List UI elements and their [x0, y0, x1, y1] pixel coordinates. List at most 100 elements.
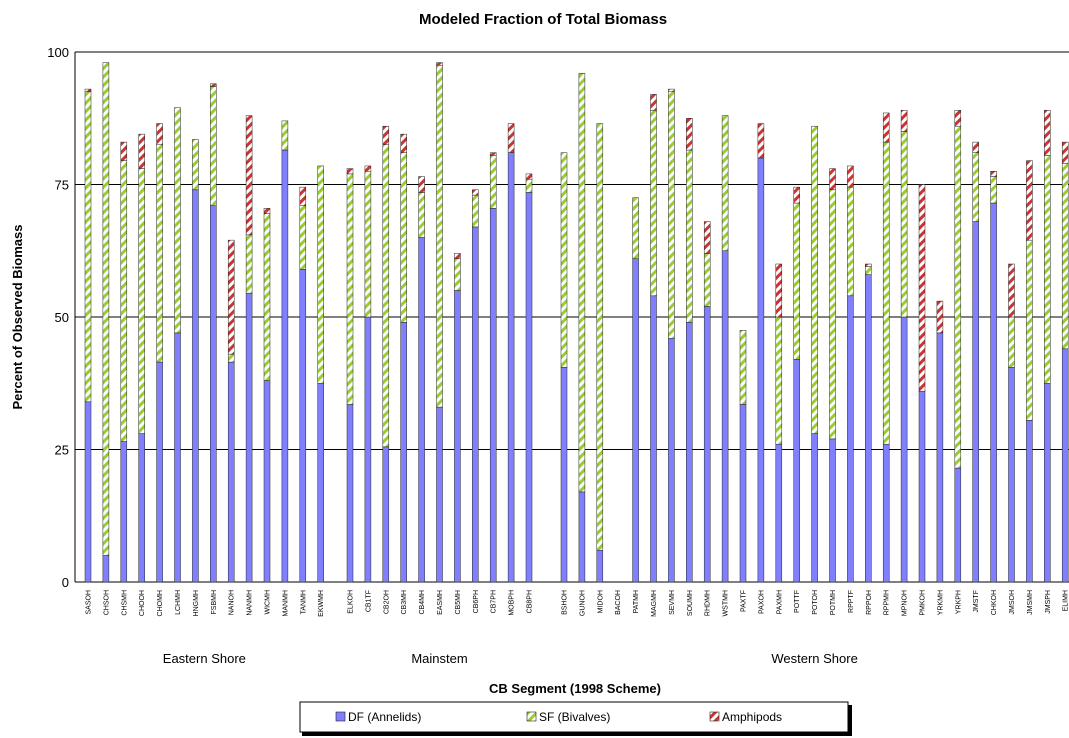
bar-sf-potoh	[811, 125, 818, 434]
bar-amphipods-mpnoh	[900, 110, 908, 132]
bar-sf-elkoh	[346, 173, 354, 405]
bar-sf-fsbmh	[210, 86, 217, 206]
bar-amphipods-sevmh	[668, 88, 675, 92]
category-label: MOBPH	[509, 590, 516, 616]
bar-sf-midoh	[596, 123, 604, 551]
category-label: POTTF	[794, 590, 801, 613]
category-label: CB5MH	[455, 590, 462, 615]
bar-amphipods-rppoh	[865, 263, 872, 267]
category-label: CB6PH	[473, 590, 480, 613]
bar-df-manmh	[281, 149, 289, 583]
bar-df-jmsph	[1044, 383, 1051, 583]
y-tick-label: 25	[55, 443, 69, 458]
legend-swatch	[526, 711, 537, 722]
bar-df-elkoh	[346, 404, 354, 583]
bar-sf-jmstf	[972, 152, 979, 222]
category-label: NANMH	[247, 590, 254, 616]
bar-df-potmh	[829, 438, 836, 583]
bar-amphipods-paxoh	[757, 123, 765, 159]
category-label: CHKOH	[991, 590, 998, 615]
category-label: NANOH	[229, 590, 236, 615]
bar-amphipods-chkoh	[990, 171, 997, 177]
category-label: CB2OH	[383, 590, 390, 614]
bar-df-mpnoh	[900, 316, 908, 583]
category-label: WICMH	[265, 590, 272, 615]
bar-df-patmh	[632, 258, 639, 583]
bar-amphipods-jmstf	[972, 141, 979, 153]
category-label: RPPOH	[866, 590, 873, 615]
bar-df-hngmh	[192, 189, 199, 583]
bar-df-yrkph	[954, 467, 962, 583]
category-label: CB4MH	[419, 590, 426, 615]
bar-amphipods-potmh	[829, 168, 836, 191]
bar-df-tanmh	[299, 269, 307, 583]
category-label: MIDOH	[597, 590, 604, 613]
bar-df-nanoh	[227, 361, 235, 583]
category-label: RHDMH	[705, 590, 712, 616]
bar-sf-sevmh	[668, 91, 675, 339]
bar-amphipods-chsmh	[120, 141, 128, 161]
bar-df-fsbmh	[210, 205, 217, 583]
bar-df-rppmh	[882, 443, 890, 583]
bar-df-cb7ph	[489, 208, 497, 583]
bar-df-magmh	[650, 295, 657, 583]
bar-amphipods-magmh	[650, 94, 657, 111]
bar-df-ekwmh	[317, 383, 324, 583]
bar-df-pottf	[793, 359, 800, 583]
y-tick-label: 100	[47, 45, 69, 60]
bar-df-elimh	[1061, 348, 1069, 583]
category-label: SEVMH	[669, 590, 676, 615]
category-label: PAXMH	[776, 590, 783, 614]
bar-amphipods-nanmh	[245, 115, 253, 236]
bar-df-cb4mh	[418, 237, 425, 583]
category-label: JMSPH	[1045, 590, 1052, 614]
bar-df-sasoh	[84, 401, 92, 583]
bar-sf-tanmh	[299, 205, 307, 270]
bar-amphipods-easmh	[436, 62, 443, 66]
category-label: PMKOH	[920, 590, 927, 616]
bar-sf-gunoh	[578, 72, 586, 493]
bar-df-chkoh	[990, 202, 997, 583]
bar-df-paxmh	[775, 443, 783, 583]
bar-amphipods-chomh	[156, 123, 163, 146]
bar-df-mobph	[507, 152, 515, 583]
bar-amphipods-wicmh	[263, 208, 271, 214]
bar-sf-cb6ph	[472, 194, 479, 228]
bar-amphipods-sasoh	[84, 88, 92, 92]
category-label: BSHOH	[562, 590, 569, 615]
bar-sf-magmh	[650, 110, 657, 297]
category-label: ELKOH	[348, 590, 355, 614]
bar-amphipods-cb8ph	[525, 173, 533, 180]
bar-amphipods-pottf	[793, 186, 800, 204]
bar-sf-patmh	[632, 197, 639, 259]
bar-amphipods-jmsoh	[1008, 263, 1015, 318]
bar-amphipods-rhdmh	[703, 221, 711, 254]
bar-sf-cb2oh	[382, 144, 390, 448]
bar-df-cb8ph	[525, 192, 533, 583]
group-label: Western Shore	[771, 651, 857, 666]
legend: DF (Annelids) SF (Bivalves) Amphipods	[299, 701, 852, 736]
category-label: MPNOH	[902, 590, 909, 616]
category-label: MAGMH	[651, 590, 658, 617]
category-label: FSBMH	[211, 590, 218, 615]
bar-amphipods-jmsmh	[1026, 160, 1033, 241]
bar-amphipods-cb6ph	[472, 189, 479, 196]
bar-df-potoh	[811, 433, 818, 583]
bar-df-chomh	[156, 361, 163, 583]
bar-df-rppoh	[865, 274, 872, 583]
category-label: RPPTF	[848, 590, 855, 613]
bar-sf-wicmh	[263, 213, 271, 381]
bar-sf-cb1tf	[364, 171, 372, 318]
category-labels: SASOH CHSOH CHSMH CHOOH CHOMH LCHMH HNGMH FSBMH…	[86, 590, 1069, 617]
bar-amphipods-cb5mh	[454, 253, 461, 259]
bar-sf-nanoh	[227, 353, 235, 363]
category-label: JMSOH	[1009, 590, 1016, 615]
bar-sf-ekwmh	[317, 165, 324, 384]
category-label: GUNOH	[579, 590, 586, 616]
bar-sf-chsmh	[120, 160, 128, 442]
bar-sf-cb5mh	[454, 258, 461, 291]
category-label: JMSMH	[1027, 590, 1034, 615]
bar-amphipods-cb1tf	[364, 165, 372, 172]
x-axis-title: CB Segment (1998 Scheme)	[489, 681, 661, 696]
bar-df-jmsmh	[1026, 420, 1033, 583]
